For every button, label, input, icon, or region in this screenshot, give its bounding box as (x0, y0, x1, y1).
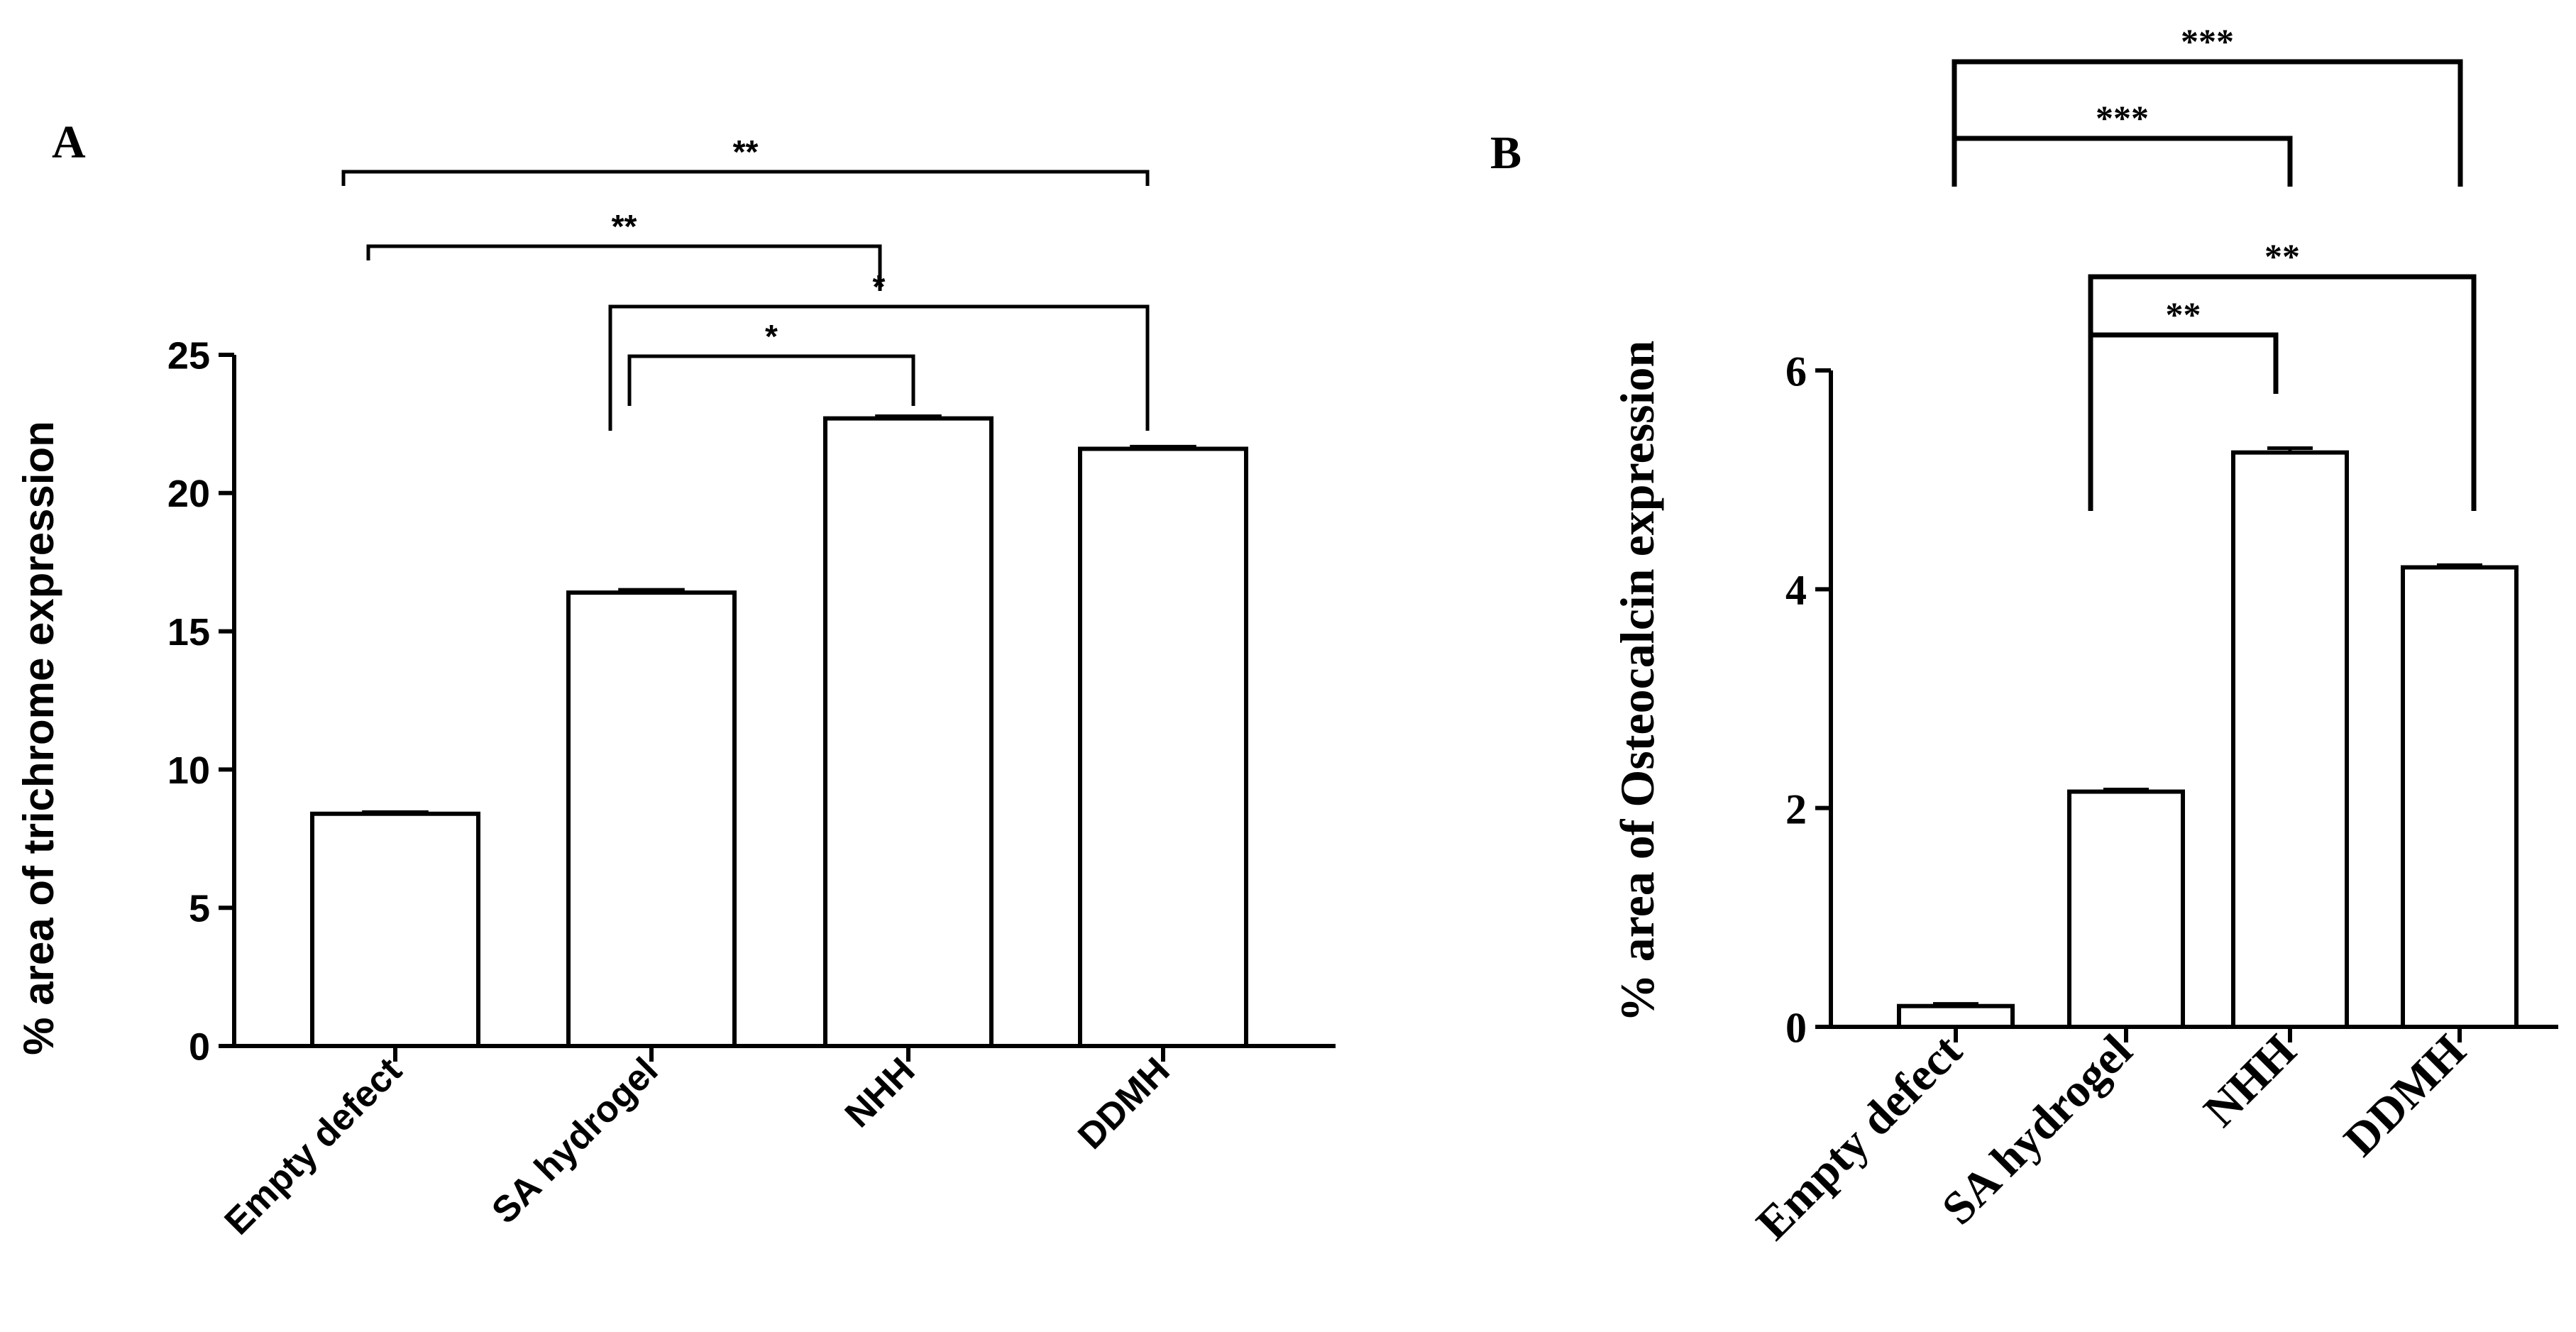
panel-a-x-tick-label: Empty defect (217, 1050, 410, 1243)
panel-b-bar (2401, 565, 2519, 1029)
panel-b-significance-bracket (1952, 59, 2463, 187)
panel-b-label: B (1490, 127, 1521, 179)
panel-a-y-tick-label: 20 (167, 473, 210, 515)
panel-a-significance-bracket (341, 170, 1150, 186)
panel-a-significance-label: * (765, 318, 778, 355)
panel-a-significance-label: * (873, 268, 886, 305)
panel-a-significance-label: ** (612, 208, 637, 245)
panel-b-significance-label: ** (2264, 236, 2300, 276)
panel-b-significance-bracket (2088, 332, 2279, 394)
panel-a-bar (1078, 446, 1248, 1048)
panel-a-bar (823, 416, 993, 1048)
panel-b-y-tick-label: 6 (1785, 348, 1807, 395)
panel-b-y-tick-label: 4 (1785, 567, 1807, 614)
panel-a-significance-bracket (366, 244, 882, 291)
panel-b-significance-bracket (1952, 136, 2293, 187)
panel-a-significance-bracket (627, 354, 915, 406)
panel-a-y-tick-label: 5 (189, 888, 210, 930)
panel-b-x-tick-label: DDMH (2334, 1025, 2475, 1166)
panel-b-significance-label: ** (2166, 295, 2201, 334)
panel-b-bar (2231, 450, 2349, 1029)
panel-a-label: A (52, 116, 86, 168)
panel-a-bar (566, 590, 737, 1048)
panel-a: A % area of trichrome expression 0 5 10 15 2… (15, 116, 1336, 1243)
panel-a-x-tick-label: DDMH (1070, 1050, 1177, 1157)
panel-a-y-tick-label: 0 (189, 1025, 210, 1068)
panel-b: B % area of Osteocalcin expression 0 2 4 6 E… (1490, 21, 2558, 1250)
panel-b-x-tick-label: Empty defect (1746, 1025, 1971, 1250)
panel-a-y-axis-label: % area of trichrome expression (15, 421, 62, 1055)
panel-a-x-tick-label: NHH (837, 1050, 923, 1135)
panel-a-x-tick-label: SA hydrogel (484, 1050, 666, 1231)
panel-a-significance-label: ** (733, 133, 759, 170)
panel-a-y-tick-label: 10 (167, 749, 210, 792)
panel-b-y-axis-label: % area of Osteocalcin expression (1610, 341, 1664, 1023)
panel-a-significance-bracket (608, 304, 1150, 431)
panel-b-y-tick-label: 2 (1785, 786, 1807, 832)
panel-b-bar (1897, 1003, 2015, 1030)
panel-b-bar (2067, 789, 2185, 1029)
panel-a-y-tick-label: 15 (167, 611, 210, 654)
panel-a-bar (310, 811, 480, 1048)
panel-b-y-tick-label: 0 (1785, 1005, 1807, 1052)
panel-b-significance-label: *** (2096, 98, 2149, 138)
panel-b-significance-label: *** (2181, 21, 2234, 61)
panel-a-plot: 0 5 10 15 20 25 Empty defect SA hydrogel NHH DDMH… (167, 133, 1336, 1243)
panel-a-y-tick-label: 25 (167, 334, 210, 377)
